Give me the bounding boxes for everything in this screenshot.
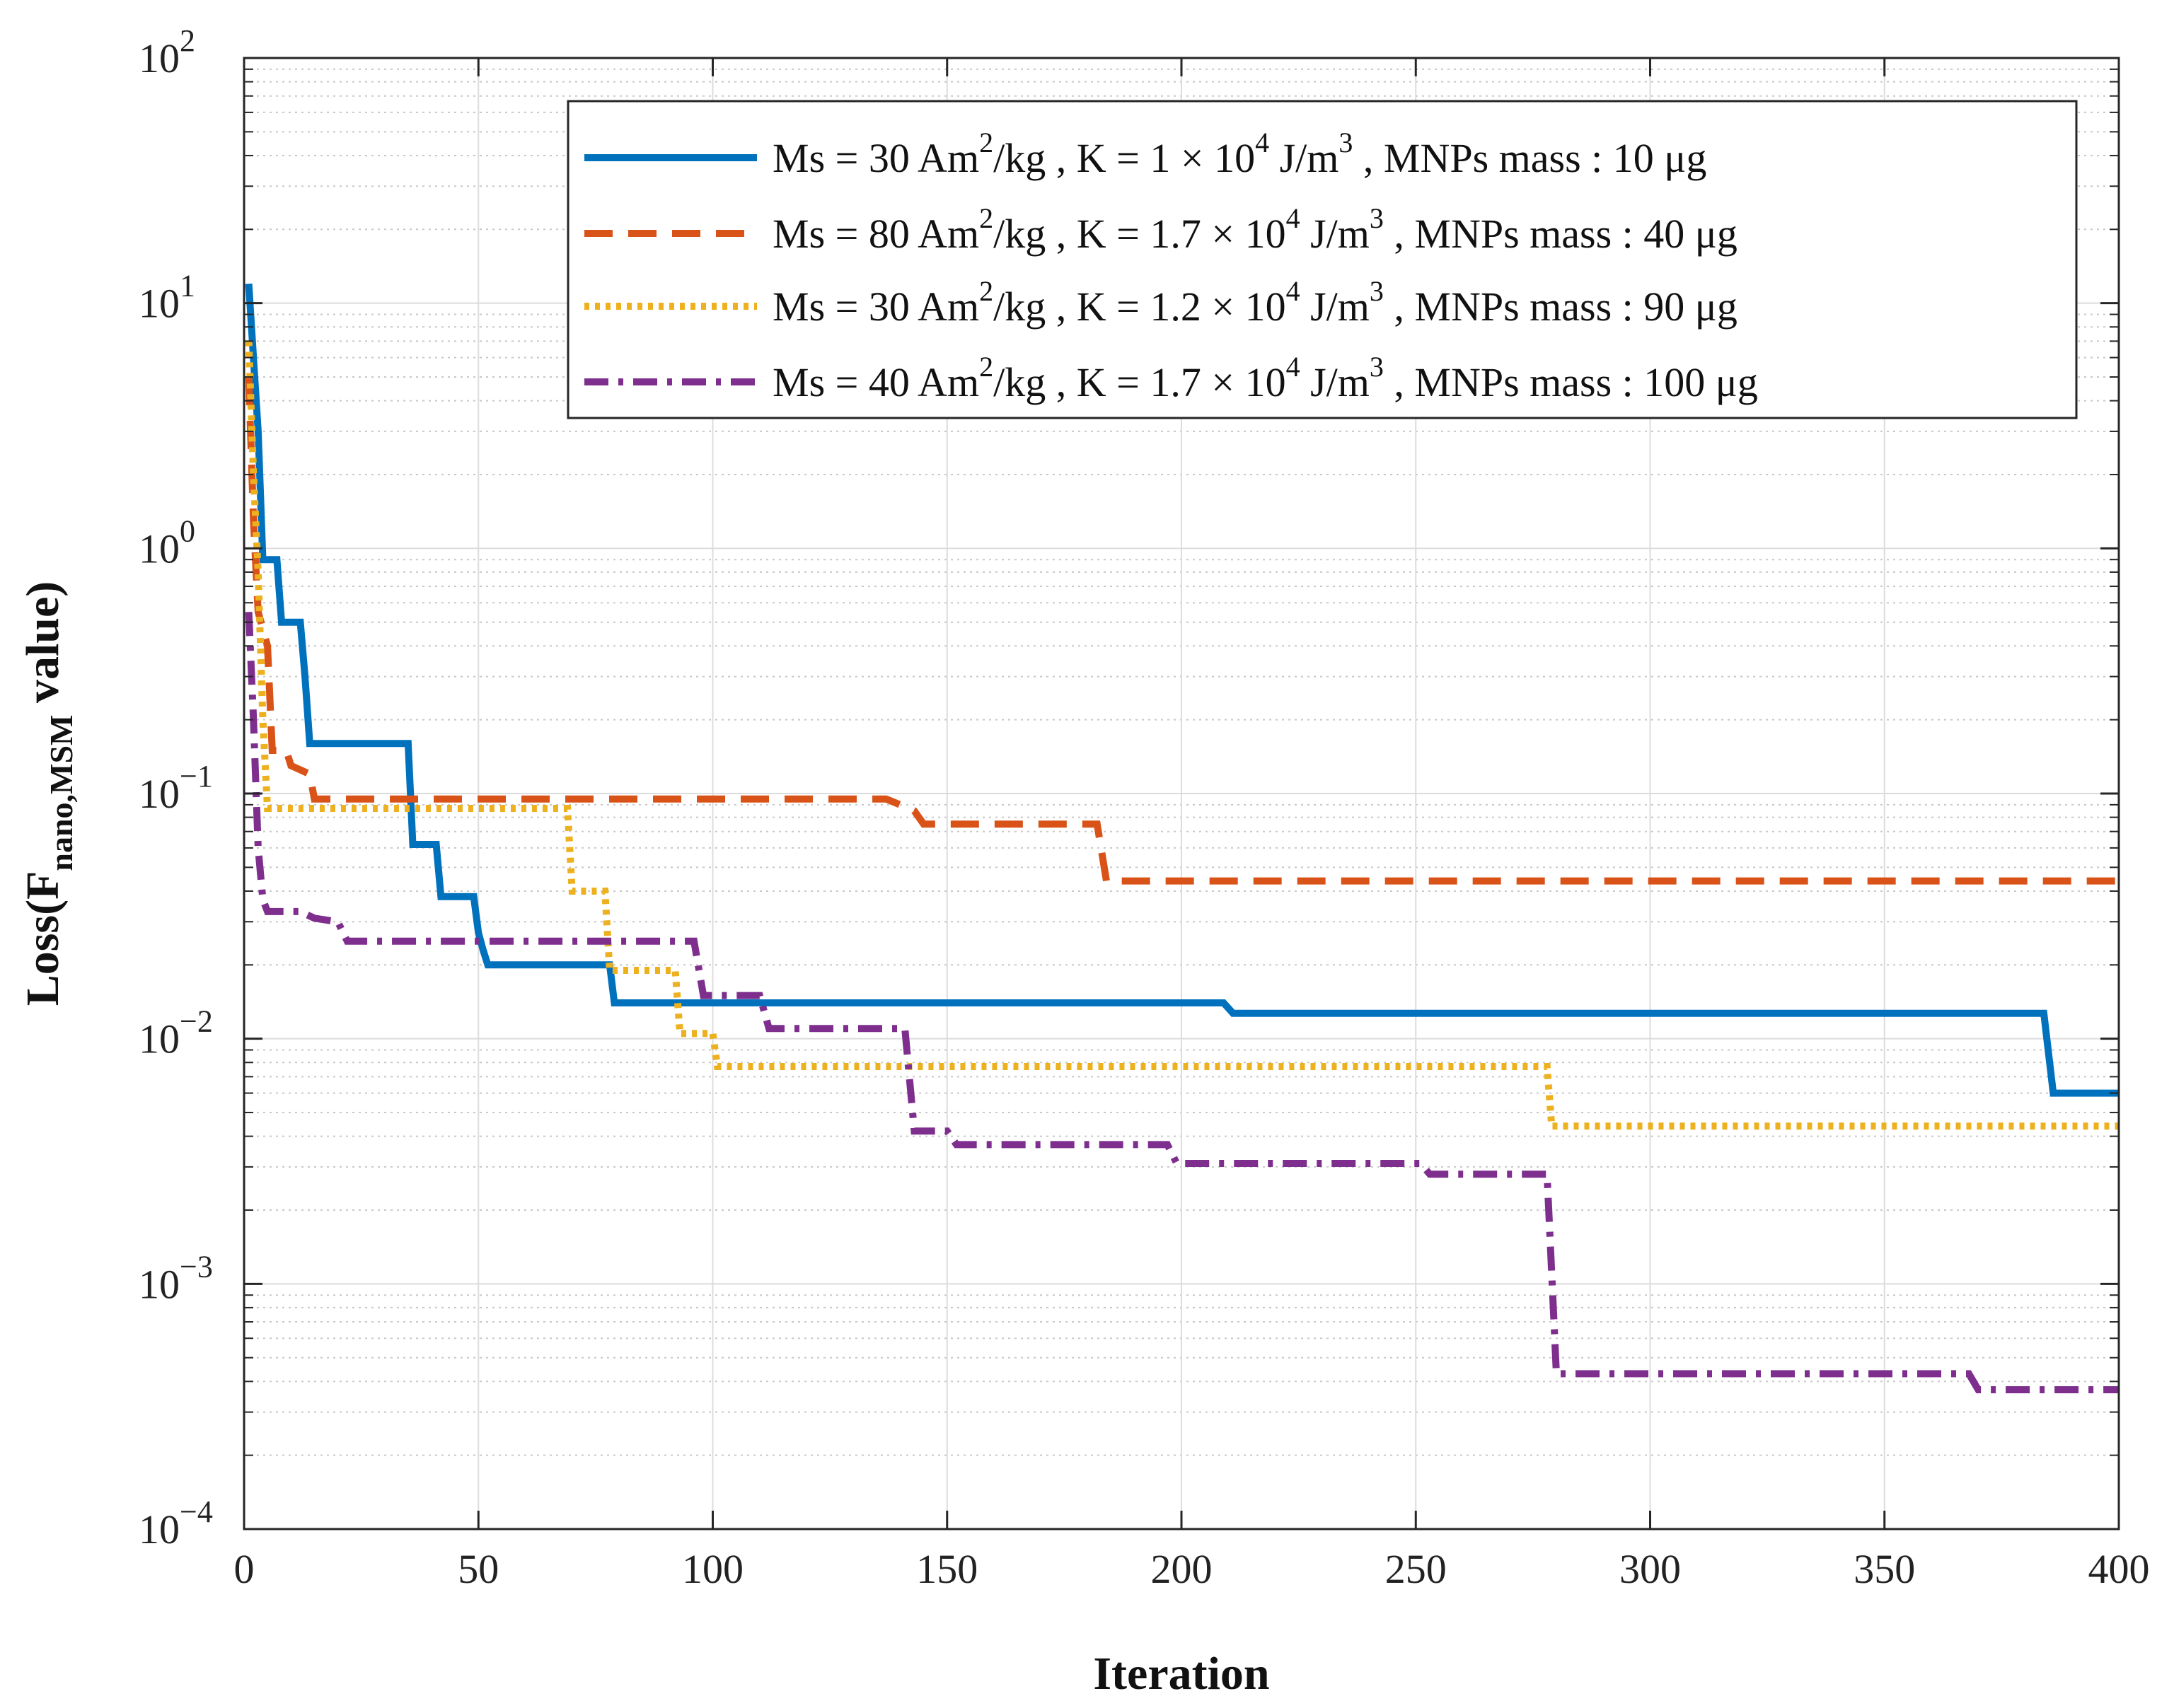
x-tick-label: 200 [1151, 1546, 1213, 1592]
series-line-1 [245, 283, 2119, 1097]
x-tick-label: 50 [458, 1546, 499, 1592]
legend: Ms = 30 Am2/kg , K = 1 × 104 J/m3 , MNPs… [567, 100, 2078, 419]
x-axis-label: Iteration [1093, 1648, 1269, 1700]
series-lines [245, 283, 2119, 1393]
y-tick-label: 10−2 [139, 1004, 213, 1062]
legend-label-1: Ms = 30 Am2/kg , K = 1 × 104 J/m3 , MNPs… [773, 127, 1706, 181]
y-tick-label: 10−1 [139, 759, 213, 817]
legend-label-2: Ms = 80 Am2/kg , K = 1.7 × 104 J/m3 , MN… [773, 202, 1738, 257]
x-tick-label: 400 [2088, 1546, 2150, 1592]
legend-label-3: Ms = 30 Am2/kg , K = 1.2 × 104 J/m3 , MN… [773, 275, 1738, 330]
x-tick-label: 100 [682, 1546, 744, 1592]
legend-label-4: Ms = 40 Am2/kg , K = 1.7 × 104 J/m3 , MN… [773, 351, 1758, 405]
y-axis-label: Loss(Fnano,MSM value) [17, 581, 79, 1006]
x-tick-label: 350 [1854, 1546, 1915, 1592]
tick-marks [243, 57, 2120, 1530]
y-tick-label: 10−3 [139, 1249, 213, 1307]
y-axis-label-suffix: value) [17, 581, 69, 715]
y-tick-labels: 10−4 10−3 10−2 10−1 100 101 102 [139, 23, 213, 1552]
series-line-2 [245, 376, 2119, 885]
x-tick-labels: 0 50 100 150 200 250 300 350 400 [234, 1546, 2150, 1592]
x-tick-label: 150 [916, 1546, 978, 1592]
y-tick-label: 101 [139, 269, 195, 327]
y-axis-label-prefix: Loss(F [17, 871, 69, 1006]
legend-box [567, 100, 2078, 419]
x-tick-label: 300 [1619, 1546, 1681, 1592]
series-line-4 [245, 612, 2119, 1393]
y-axis-label-subscript: nano,MSM [43, 715, 79, 871]
x-tick-label: 250 [1385, 1546, 1447, 1592]
x-tick-label: 0 [234, 1546, 255, 1592]
y-tick-label: 102 [139, 23, 195, 81]
y-tick-label: 100 [139, 513, 195, 571]
y-tick-label: 10−4 [139, 1494, 213, 1552]
series-line-3 [245, 341, 2119, 1130]
